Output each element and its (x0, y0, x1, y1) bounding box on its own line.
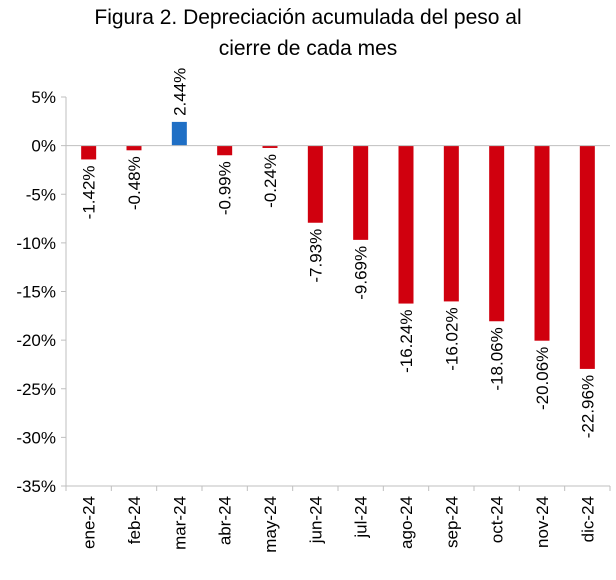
y-tick-label: -30% (16, 428, 56, 447)
bar-abr-24 (217, 145, 233, 156)
data-label-jun-24: -7.93% (306, 229, 325, 283)
y-tick-label: 0% (31, 137, 56, 156)
data-label-abr-24: -0.99% (216, 161, 235, 215)
data-labels: -1.42% -0.48% 2.44% -0.99% -0.24% -7.93% -9.69… (80, 68, 598, 439)
bar-nov-24 (534, 145, 550, 341)
x-tick-label: abr-24 (216, 496, 235, 545)
x-tick-label: nov-24 (533, 496, 552, 548)
bar-jul-24 (353, 145, 369, 240)
x-tick-label: sep-24 (442, 496, 461, 548)
bar-oct-24 (489, 145, 505, 322)
x-tick-label: ago-24 (397, 496, 416, 549)
y-tick-label: -20% (16, 331, 56, 350)
y-tick-label: -10% (16, 234, 56, 253)
bar-dic-24 (579, 145, 595, 369)
chart-title-line-1: Figura 2. Depreciación acumulada del pes… (94, 6, 522, 29)
bar-sep-24 (443, 145, 459, 302)
bars (81, 121, 595, 369)
data-label-nov-24: -20.06% (533, 347, 552, 410)
x-tick-label: mar-24 (170, 496, 189, 550)
data-label-may-24: -0.24% (261, 154, 280, 208)
y-axis: 5% 0% -5% -10% -15% -20% -25% -30% -35% (16, 88, 67, 496)
bar-may-24 (262, 145, 278, 148)
x-tick-label: oct-24 (488, 496, 507, 543)
y-tick-label: -35% (16, 477, 56, 496)
data-label-mar-24: 2.44% (170, 68, 189, 116)
x-axis: ene-24 feb-24 mar-24 abr-24 may-24 jun-24 jul-… (65, 145, 611, 553)
x-tick-label: may-24 (261, 496, 280, 553)
bar-mar-24 (171, 121, 187, 146)
bar-jun-24 (307, 145, 323, 223)
data-label-dic-24: -22.96% (578, 375, 597, 438)
data-label-jul-24: -9.69% (352, 246, 371, 300)
x-tick-label: feb-24 (125, 496, 144, 544)
data-label-oct-24: -18.06% (488, 327, 507, 390)
bar-feb-24 (126, 145, 142, 151)
data-label-feb-24: -0.48% (125, 156, 144, 210)
data-label-ago-24: -16.24% (397, 310, 416, 373)
x-tick-label: jun-24 (306, 496, 325, 544)
chart-title: Figura 2. Depreciación acumulada del pes… (0, 2, 616, 64)
x-tick-label: jul-24 (352, 496, 371, 539)
y-tick-label: -15% (16, 283, 56, 302)
y-tick-label: -5% (26, 185, 56, 204)
x-tick-label: ene-24 (80, 496, 99, 549)
y-tick-label: -25% (16, 380, 56, 399)
bar-ene-24 (81, 145, 97, 160)
bar-ago-24 (398, 145, 414, 304)
chart-title-line-2: cierre de cada mes (218, 37, 398, 60)
y-tick-label: 5% (31, 88, 56, 107)
data-label-sep-24: -16.02% (442, 307, 461, 370)
data-label-ene-24: -1.42% (80, 165, 99, 219)
x-tick-label: dic-24 (578, 496, 597, 542)
